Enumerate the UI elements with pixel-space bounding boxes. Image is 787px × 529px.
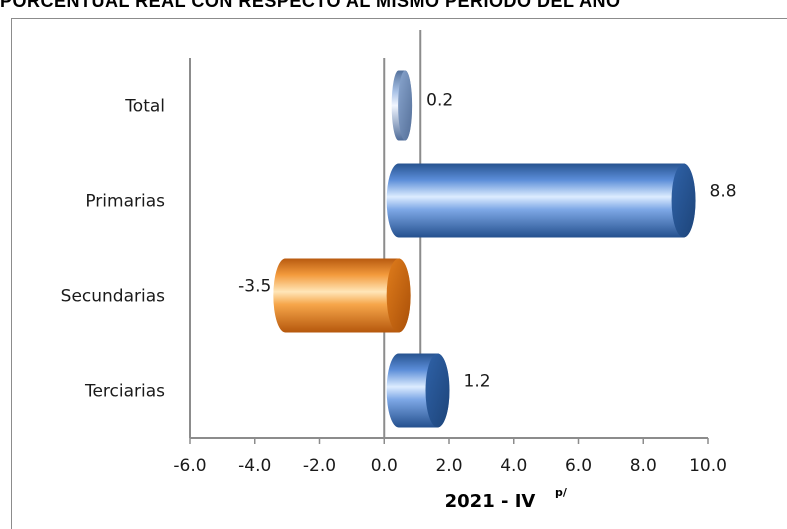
data-label: 1.2 bbox=[464, 372, 491, 392]
chart-banner-title: PORCENTUAL REAL CON RESPECTO AL MISMO PE… bbox=[0, 0, 621, 11]
x-tick-label: -4.0 bbox=[238, 456, 271, 476]
x-axis-title: 2021 - IV bbox=[445, 491, 536, 512]
data-label: 8.8 bbox=[710, 182, 737, 202]
bar-end-cap bbox=[386, 258, 411, 333]
x-tick-label: 10.0 bbox=[689, 456, 727, 476]
bar-body bbox=[273, 258, 411, 333]
x-tick-label: 6.0 bbox=[565, 456, 592, 476]
category-label: Primarias bbox=[85, 192, 165, 212]
category-label: Terciarias bbox=[84, 382, 165, 402]
data-label: -3.5 bbox=[238, 277, 271, 297]
bar-primarias bbox=[386, 163, 696, 238]
chart-frame bbox=[11, 18, 787, 529]
x-tick-label: 2.0 bbox=[435, 456, 462, 476]
x-tick-label: 4.0 bbox=[500, 456, 527, 476]
x-axis-title-superscript: p/ bbox=[555, 486, 568, 499]
x-tick-label: 0.0 bbox=[371, 456, 398, 476]
x-tick-label: 8.0 bbox=[630, 456, 657, 476]
x-tick-label: -6.0 bbox=[173, 456, 206, 476]
bar-total bbox=[391, 70, 413, 141]
bar-secundarias bbox=[273, 258, 411, 333]
bar-end-cap bbox=[425, 353, 450, 428]
data-label: 0.2 bbox=[426, 91, 453, 111]
x-tick-label: -2.0 bbox=[303, 456, 336, 476]
bar-terciarias bbox=[386, 353, 450, 428]
category-label: Secundarias bbox=[61, 287, 165, 307]
bar-end-cap bbox=[398, 70, 413, 141]
bar-body bbox=[386, 163, 696, 238]
category-label: Total bbox=[124, 97, 165, 117]
bar-end-cap bbox=[671, 163, 696, 238]
